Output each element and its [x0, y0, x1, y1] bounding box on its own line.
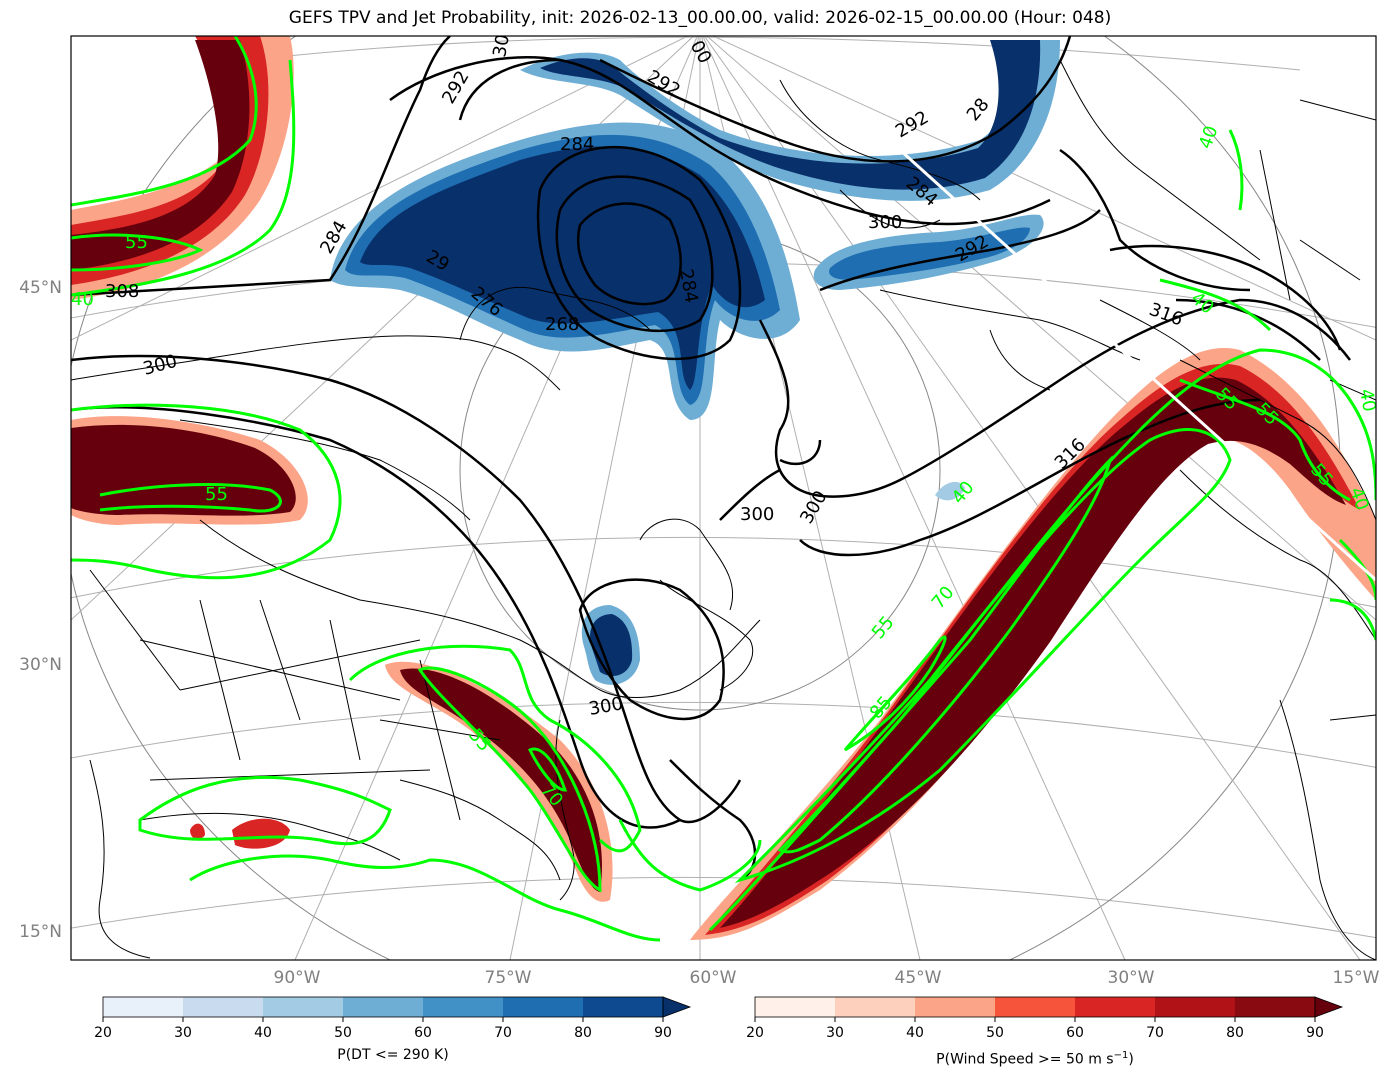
- wind-colorbar-tick-label: 70: [1146, 1025, 1164, 1041]
- map-area: 292 292 292 292 284 284 284 284 276 268 …: [71, 33, 1380, 960]
- lon-label: 75°W: [485, 968, 532, 988]
- dt-colorbar-tick-label: 80: [574, 1025, 592, 1041]
- dt-colorbar-tick-label: 50: [334, 1025, 352, 1041]
- lat-label: 45°N: [19, 278, 62, 298]
- lon-label: 15°W: [1333, 968, 1380, 988]
- jet-contour-label: 40: [71, 289, 94, 310]
- jet-contour-label: 55: [205, 484, 228, 505]
- lat-label: 30°N: [19, 655, 62, 675]
- wind-colorbar-label: P(Wind Speed >= 50 m s−1): [755, 1050, 1315, 1068]
- wind-label-prefix: P(Wind Speed >= 50 m s: [936, 1051, 1114, 1068]
- dt-colorbar-label: P(DT <= 290 K): [337, 1047, 449, 1063]
- dt-colorbar-tick-label: 30: [174, 1025, 192, 1041]
- jet-contours: [71, 36, 1376, 942]
- wind-colorbar-tick-label: 40: [906, 1025, 924, 1041]
- wind-colorbar-segment: [995, 997, 1076, 1017]
- theta-contours: [71, 36, 1351, 882]
- dt-colorbar-tick-label: 60: [414, 1025, 432, 1041]
- lon-label: 60°W: [690, 968, 737, 988]
- wind-colorbar-frame: [754, 996, 1316, 1018]
- wind-colorbar-tick-label: 80: [1226, 1025, 1244, 1041]
- wind-colorbar-tick-label: 60: [1066, 1025, 1084, 1041]
- dt-colorbar-frame: [102, 996, 664, 1018]
- map-frame: [70, 35, 1377, 961]
- wind-colorbar-tick-label: 20: [746, 1025, 764, 1041]
- wind-label-exponent: −1: [1113, 1050, 1129, 1061]
- jet-contour-label: 40: [1355, 387, 1380, 413]
- dt-colorbar: 20 30 40 50 60 70 80 90: [94, 996, 692, 1041]
- wind-colorbar-segment: [1155, 997, 1236, 1017]
- great-circle-path: [898, 148, 1376, 582]
- theta-contour-label: 284: [560, 134, 594, 155]
- latitude-labels: 45°N 30°N 15°N: [19, 278, 62, 942]
- wind-colorbar-tick-label: 30: [826, 1025, 844, 1041]
- dt-colorbar-segment: [583, 997, 664, 1017]
- theta-contour-label: 308: [105, 281, 139, 302]
- dt-colorbar-tick-label: 20: [94, 1025, 112, 1041]
- dt-colorbar-segment: [263, 997, 344, 1017]
- dt-colorbar-segment: [103, 997, 184, 1017]
- theta-contour-label: 300: [740, 504, 774, 525]
- dt-colorbar-tick-label: 70: [494, 1025, 512, 1041]
- wind-colorbar-tick-label: 90: [1306, 1025, 1324, 1041]
- longitude-labels: 90°W 75°W 60°W 45°W 30°W 15°W: [274, 968, 1380, 988]
- theta-contour-label: 268: [545, 314, 579, 335]
- jet-contour-label: 55: [125, 232, 148, 253]
- dt-colorbar-tick-label: 40: [254, 1025, 272, 1041]
- lon-label: 90°W: [274, 968, 321, 988]
- wind-colorbar-segment: [1075, 997, 1156, 1017]
- wind-colorbar-tick-label: 50: [986, 1025, 1004, 1041]
- lon-label: 30°W: [1108, 968, 1155, 988]
- dt-colorbar-segment: [343, 997, 424, 1017]
- wind-colorbar-segment: [755, 997, 836, 1017]
- dt-colorbar-extend-arrow: [662, 996, 692, 1018]
- wind-colorbar-segment: [835, 997, 916, 1017]
- dt-colorbar-segment: [183, 997, 264, 1017]
- theta-contour-label: 30: [489, 33, 514, 59]
- lon-label: 45°W: [895, 968, 942, 988]
- wind-label-suffix: ): [1128, 1051, 1134, 1068]
- wind-colorbar-segment: [1235, 997, 1316, 1017]
- dt-colorbar-segment: [503, 997, 584, 1017]
- dt-colorbar-tick-label: 90: [654, 1025, 672, 1041]
- wind-colorbar-extend-arrow: [1314, 996, 1344, 1018]
- coastlines: [71, 59, 1376, 960]
- lat-label: 15°N: [19, 922, 62, 942]
- dt-colorbar-segment: [423, 997, 504, 1017]
- wind-colorbar-segment: [915, 997, 996, 1017]
- theta-contour-label: 300: [868, 212, 902, 233]
- wind-colorbar: 20 30 40 50 60 70 80 90: [746, 996, 1344, 1041]
- map-title: GEFS TPV and Jet Probability, init: 2026…: [288, 8, 1112, 28]
